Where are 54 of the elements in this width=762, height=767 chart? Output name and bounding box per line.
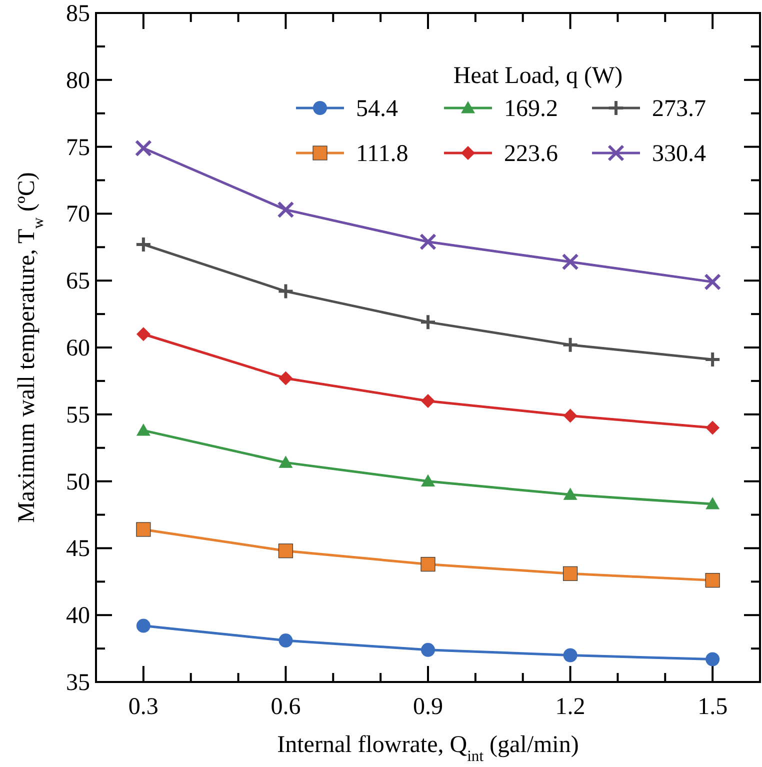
point [421,642,435,657]
point [278,634,293,648]
point [421,394,435,408]
x-axis-title: Internal flowrate, Q$_{int}$ (gal/min) [277,732,579,764]
y-tick-label: 55 [66,402,90,428]
point [563,648,578,662]
x-tick-label: 1.2 [555,694,586,720]
point [134,236,152,253]
x-tick-label: 0.6 [270,694,301,720]
point [134,140,152,157]
point [136,522,151,537]
y-tick-label: 65 [66,268,90,295]
x-tick-label: 0.9 [413,694,443,720]
point [563,488,578,500]
y-tick-label: 50 [66,469,90,496]
point [136,327,150,342]
point [420,314,436,331]
point [562,566,578,581]
legend-label: 330.4 [652,141,706,167]
legend-label: 169.2 [504,96,558,122]
legend-label: 273.7 [652,96,706,122]
y-tick-label: 80 [66,68,90,94]
point [278,544,294,558]
legend-label: 54.4 [356,96,398,122]
y-tick-label: 85 [66,1,90,27]
point [704,351,722,368]
y-tick-label: 35 [66,670,90,696]
point [563,408,578,423]
point [420,556,436,572]
point [704,273,722,290]
y-tick-label: 75 [66,134,90,161]
point [706,652,720,666]
y-tick-label: 40 [66,603,90,630]
point [421,474,435,487]
y-tick-label: 45 [66,536,90,562]
legend-label: 111.8 [356,141,408,167]
point [277,282,294,300]
legend-title: Heat Load, q (W) [453,63,623,89]
legend-label: 223.6 [504,141,558,167]
point [706,420,720,435]
point [136,618,150,633]
point [562,253,579,270]
point [562,336,579,354]
point [705,573,720,588]
x-tick-label: 0.3 [128,694,158,720]
point [278,371,293,386]
point [278,456,293,468]
point [706,497,720,510]
point [277,201,294,218]
y-tick-label: 70 [66,202,90,228]
x-tick-label: 1.5 [698,694,728,720]
point [136,423,150,436]
y-tick-label: 60 [66,336,90,362]
point [420,233,436,250]
